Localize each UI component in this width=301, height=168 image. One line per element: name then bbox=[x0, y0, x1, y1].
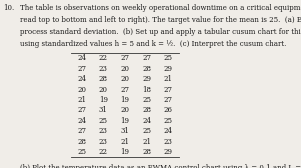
Text: 21: 21 bbox=[164, 75, 173, 83]
Text: 25: 25 bbox=[142, 127, 151, 135]
Text: 22: 22 bbox=[99, 148, 108, 156]
Text: 19: 19 bbox=[120, 117, 129, 125]
Text: using standardized values h = 5 and k = ½.  (c) Interpret the cusum chart.: using standardized values h = 5 and k = … bbox=[20, 40, 287, 49]
Text: 31: 31 bbox=[99, 106, 108, 114]
Text: 24: 24 bbox=[142, 117, 151, 125]
Text: 25: 25 bbox=[77, 148, 86, 156]
Text: 25: 25 bbox=[99, 117, 108, 125]
Text: 28: 28 bbox=[77, 138, 86, 146]
Text: 27: 27 bbox=[164, 96, 173, 104]
Text: 29: 29 bbox=[164, 148, 173, 156]
Text: 27: 27 bbox=[142, 54, 151, 62]
Text: 21: 21 bbox=[77, 96, 86, 104]
Text: 19: 19 bbox=[120, 148, 129, 156]
Text: 27: 27 bbox=[164, 86, 173, 94]
Text: 20: 20 bbox=[77, 86, 86, 94]
Text: 20: 20 bbox=[99, 86, 108, 94]
Text: (b) Plot the temperature data as an EWMA control chart using λ = 0.1 and L = 2.7: (b) Plot the temperature data as an EWMA… bbox=[20, 164, 301, 168]
Text: 24: 24 bbox=[77, 54, 86, 62]
Text: 24: 24 bbox=[77, 117, 86, 125]
Text: 29: 29 bbox=[164, 65, 173, 73]
Text: 18: 18 bbox=[142, 86, 151, 94]
Text: 21: 21 bbox=[120, 138, 129, 146]
Text: process standard deviation.  (b) Set up and apply a tabular cusum chart for this: process standard deviation. (b) Set up a… bbox=[20, 28, 301, 36]
Text: 20: 20 bbox=[120, 75, 129, 83]
Text: 27: 27 bbox=[120, 54, 129, 62]
Text: 23: 23 bbox=[164, 138, 173, 146]
Text: 23: 23 bbox=[99, 138, 108, 146]
Text: 19: 19 bbox=[99, 96, 108, 104]
Text: 27: 27 bbox=[77, 106, 86, 114]
Text: 19: 19 bbox=[120, 96, 129, 104]
Text: 28: 28 bbox=[99, 75, 108, 83]
Text: The table is observations on weekly operational downtime on a critical equipment: The table is observations on weekly oper… bbox=[20, 4, 301, 12]
Text: 28: 28 bbox=[142, 65, 151, 73]
Text: 28: 28 bbox=[142, 148, 151, 156]
Text: 29: 29 bbox=[142, 75, 151, 83]
Text: 24: 24 bbox=[77, 75, 86, 83]
Text: 25: 25 bbox=[164, 117, 173, 125]
Text: 27: 27 bbox=[77, 65, 86, 73]
Text: 25: 25 bbox=[164, 54, 173, 62]
Text: 20: 20 bbox=[120, 65, 129, 73]
Text: 21: 21 bbox=[142, 138, 151, 146]
Text: read top to bottom and left to right). The target value for the mean is 25.  (a): read top to bottom and left to right). T… bbox=[20, 16, 301, 24]
Text: 20: 20 bbox=[120, 106, 129, 114]
Text: 23: 23 bbox=[99, 65, 108, 73]
Text: 31: 31 bbox=[120, 127, 129, 135]
Text: 28: 28 bbox=[142, 106, 151, 114]
Text: 23: 23 bbox=[99, 127, 108, 135]
Text: 26: 26 bbox=[164, 106, 173, 114]
Text: 10.: 10. bbox=[4, 4, 15, 12]
Text: 27: 27 bbox=[77, 127, 86, 135]
Text: 27: 27 bbox=[120, 86, 129, 94]
Text: 24: 24 bbox=[164, 127, 173, 135]
Text: 22: 22 bbox=[99, 54, 108, 62]
Text: 25: 25 bbox=[142, 96, 151, 104]
